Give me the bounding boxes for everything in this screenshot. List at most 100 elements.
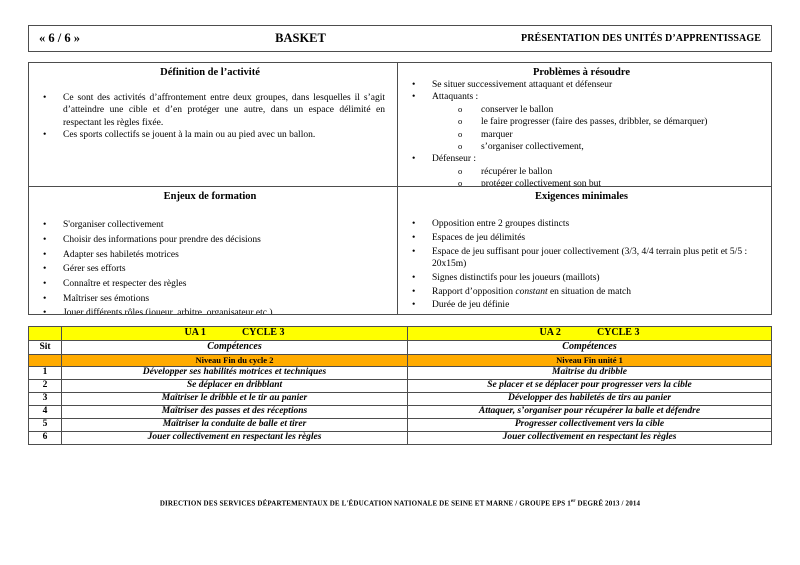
footer-text-suffix: DEGRÉ 2013 / 2014 <box>575 499 641 508</box>
sit-number: 1 <box>28 366 62 380</box>
ua2-competence: Progresser collectivement vers la cible <box>407 418 772 432</box>
bullet-item: • Espace de jeu suffisant pour jouer col… <box>398 246 765 271</box>
table-row: 6 Jouer collectivement en respectant les… <box>28 431 772 445</box>
overview-table: Définition de l’activité • Ce sont des a… <box>28 62 772 315</box>
bullet-marker: • <box>412 300 416 311</box>
ua2-competence: Se placer et se déplacer pour progresser… <box>407 379 772 393</box>
sub-bullet-item: o le faire progresser (faire des passes,… <box>458 116 708 128</box>
bullet-item: • Espaces de jeu délimités <box>398 232 765 245</box>
footer: DIRECTION DES SERVICES DÉPARTEMENTAUX DE… <box>28 499 772 507</box>
bullet-item: • Ce sont des activités d’affrontement e… <box>29 92 391 129</box>
ua1-competence: Maîtriser des passes et des réceptions <box>61 405 408 419</box>
bullet-item: • Maîtriser ses émotions <box>29 292 391 307</box>
page-number: « 6 / 6 » <box>39 31 80 45</box>
bullet-marker: • <box>43 279 47 289</box>
sub-bullet-marker: o <box>458 128 463 139</box>
ua1-competence: Se déplacer en dribblant <box>61 379 408 393</box>
niveau-row: Niveau Fin du cycle 2 Niveau Fin unité 1 <box>28 354 772 367</box>
bullet-marker: • <box>43 130 47 141</box>
ua1-competence: Maîtriser le dribble et le tir au panier <box>61 392 408 406</box>
ua2-header-cell: UA 2 CYCLE 3 <box>407 326 772 341</box>
bullet-item: • Durée de jeu définie <box>398 299 765 312</box>
rapport-italic-word: constant <box>515 286 548 297</box>
ua-header-row: UA 1 CYCLE 3 UA 2 CYCLE 3 <box>28 326 772 341</box>
definition-title: Définition de l’activité <box>160 67 260 78</box>
niveau-right-cell: Niveau Fin unité 1 <box>407 354 772 367</box>
bullet-item: • S'organiser collectivement <box>29 218 391 233</box>
bullet-marker: • <box>43 93 47 104</box>
niveau-empty-cell <box>28 354 62 367</box>
sub-bullet-marker: o <box>458 103 463 114</box>
competences-row: Sit Compétences Compétences <box>28 340 772 355</box>
footer-text: DIRECTION DES SERVICES DÉPARTEMENTAUX DE… <box>159 499 571 508</box>
sit-number: 5 <box>28 418 62 432</box>
ua2-competence: Développer des habiletés de tirs au pani… <box>407 392 772 406</box>
bullet-marker: • <box>412 154 416 165</box>
ua-cycle-table: UA 1 CYCLE 3 UA 2 CYCLE 3 Sit Compétences … <box>28 326 772 445</box>
sub-bullet-item: o conserver le ballon <box>458 103 554 115</box>
bullet-marker: • <box>412 80 416 91</box>
niveau-left-cell: Niveau Fin du cycle 2 <box>61 354 408 367</box>
sub-bullet-item: o marquer <box>458 128 513 140</box>
bullet-item: • Choisir des informations pour prendre … <box>29 233 391 248</box>
exigences-cell: Exigences minimales • Opposition entre 2… <box>398 187 771 314</box>
bullet-marker: • <box>412 286 416 297</box>
bullet-item: • Gérer ses efforts <box>29 262 391 277</box>
ua2-cycle-label: CYCLE 3 <box>596 327 640 339</box>
footer-superscript: er <box>570 499 576 504</box>
ua1-cycle-label: CYCLE 3 <box>241 327 285 339</box>
enjeux-cell: Enjeux de formation • S'organiser collec… <box>29 187 398 314</box>
ua2-label: UA 2 <box>539 327 561 339</box>
table-row: 5 Maîtriser la conduite de balle et tire… <box>28 418 772 432</box>
enjeux-title: Enjeux de formation <box>163 191 257 202</box>
ua1-label: UA 1 <box>184 327 206 339</box>
ua1-competence: Maîtriser la conduite de balle et tirer <box>61 418 408 432</box>
sub-bullet-item: o s’organiser collectivement, <box>458 140 584 152</box>
bullet-marker: • <box>412 219 416 230</box>
sit-number: 2 <box>28 379 62 393</box>
page-subtitle: PRÉSENTATION DES UNITÉS D’APPRENTISSAGE <box>521 33 761 44</box>
document-header: « 6 / 6 » BASKET PRÉSENTATION DES UNITÉS… <box>28 25 772 52</box>
bullet-marker: • <box>43 308 47 314</box>
bullet-marker: • <box>412 273 416 283</box>
sub-bullet-marker: o <box>458 165 463 176</box>
ua-header-empty-cell <box>28 326 62 341</box>
competences-left-cell: Compétences <box>61 340 408 355</box>
ua2-competence: Maîtrise du dribble <box>407 366 772 380</box>
bullet-item: • Adapter ses habiletés motrices <box>29 248 391 263</box>
bullet-item: • Ces sports collectifs se jouent à la m… <box>29 129 391 141</box>
bullet-item: • Gain de la partie connu <box>398 313 765 314</box>
bullet-item: • Attaquants : <box>398 91 765 103</box>
sub-bullet-marker: o <box>458 116 463 127</box>
ua2-competence: Attaquer, s’organiser pour récupérer la … <box>407 405 772 419</box>
bullet-item: • Jouer différents rôles (joueur, arbitr… <box>29 306 391 314</box>
bullet-marker: • <box>43 293 47 304</box>
competences-right-cell: Compétences <box>407 340 772 355</box>
bullet-marker: • <box>412 92 416 103</box>
bullet-marker: • <box>43 264 47 275</box>
bullet-item: • Rapport d’opposition constant en situa… <box>398 286 765 299</box>
ua2-competence: Jouer collectivement en respectant les r… <box>407 431 772 445</box>
exigences-title: Exigences minimales <box>534 191 629 202</box>
table-row: 2 Se déplacer en dribblant Se placer et … <box>28 379 772 393</box>
table-row: 3 Maîtriser le dribble et le tir au pani… <box>28 392 772 406</box>
table-row: 1 Développer ses habilités motrices et t… <box>28 366 772 380</box>
sub-bullet-item: o protéger collectivement son but <box>398 178 765 186</box>
bullet-marker: • <box>412 232 416 243</box>
bullet-marker: • <box>43 234 47 245</box>
bullet-marker: • <box>43 220 47 231</box>
ua1-competence: Jouer collectivement en respectant les r… <box>61 431 408 445</box>
bullet-marker: • <box>43 249 47 260</box>
sub-bullet-marker: o <box>458 140 463 151</box>
problemes-cell: Problèmes à résoudre • Se situer success… <box>398 63 771 187</box>
definition-cell: Définition de l’activité • Ce sont des a… <box>29 63 398 187</box>
problemes-title: Problèmes à résoudre <box>532 67 630 78</box>
sit-header-cell: Sit <box>28 340 62 355</box>
bullet-marker: • <box>398 313 432 314</box>
sub-bullet-item: o récupérer le ballon <box>458 165 553 177</box>
sit-number: 3 <box>28 392 62 406</box>
sit-number: 6 <box>28 431 62 445</box>
rapport-prefix: Rapport d’opposition <box>432 286 516 297</box>
bullet-marker: • <box>412 246 416 257</box>
sit-number: 4 <box>28 405 62 419</box>
